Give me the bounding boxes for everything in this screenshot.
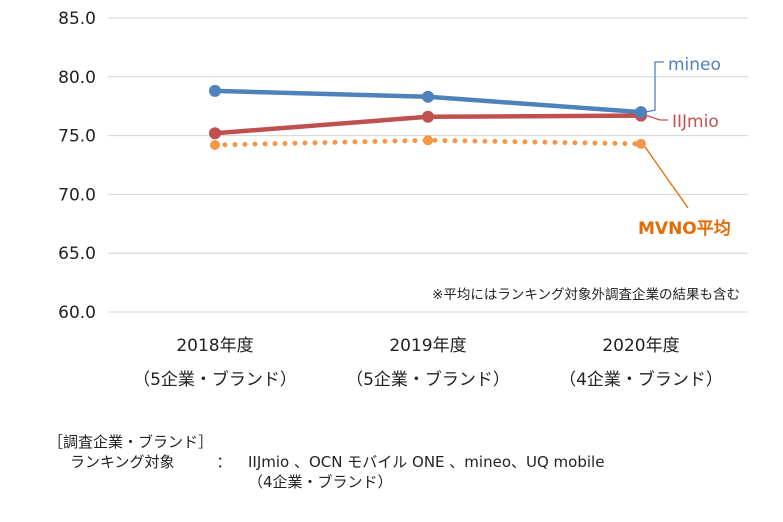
- series-1: [209, 109, 647, 140]
- footer-value-sub: （4企業・ブランド）: [248, 473, 393, 491]
- y-tick-label: 60.0: [58, 303, 96, 323]
- y-tick-label: 70.0: [58, 185, 96, 205]
- label-leader-line: [644, 146, 689, 209]
- footer-row: ランキング対象 ： IIJmio 、OCN モバイル ONE 、mineo、UQ…: [48, 452, 748, 472]
- line-chart: 85.0 80.0 75.0 70.0 65.0 60.0 2018年度 （5企業・ブランド…: [58, 9, 748, 390]
- data-point: [636, 138, 646, 149]
- data-point: [422, 90, 434, 103]
- x-tick-label: 2019年度: [389, 336, 466, 356]
- label-leader-line: [644, 61, 664, 113]
- data-point: [422, 110, 434, 123]
- x-tick-label: （5企業・ブランド）: [133, 369, 297, 390]
- chart-annotation: ※平均にはランキング対象外調査企業の結果も含む: [432, 286, 740, 303]
- footer-colon: ：: [216, 453, 232, 471]
- footer-notes: ［調査企業・ブランド］ ランキング対象 ： IIJmio 、OCN モバイル O…: [48, 432, 748, 492]
- data-point: [210, 140, 220, 151]
- footer-value: IIJmio 、OCN モバイル ONE 、mineo、UQ mobile: [248, 453, 605, 471]
- label-leader-line: [646, 114, 668, 121]
- series-labels: mineo IIJmio MVNO平均: [638, 55, 731, 239]
- data-point: [209, 127, 221, 140]
- footer-label: ランキング対象: [70, 453, 175, 471]
- y-tick-label: 85.0: [58, 9, 96, 29]
- series-line: [212, 137, 644, 148]
- x-axis-labels: 2018年度 （5企業・ブランド） 2019年度 （5企業・ブランド） 2020年度 （4…: [133, 336, 723, 390]
- series-lines: [209, 84, 647, 151]
- data-point: [423, 135, 433, 146]
- gridlines: [108, 17, 748, 313]
- x-tick-label: （5企業・ブランド）: [346, 369, 510, 390]
- y-tick-label: 80.0: [58, 68, 96, 88]
- y-tick-label: 75.0: [58, 127, 96, 147]
- data-point: [635, 106, 647, 119]
- y-tick-label: 65.0: [58, 244, 96, 264]
- series-label: mineo: [668, 55, 721, 75]
- series-label: IIJmio: [672, 112, 719, 132]
- y-axis-ticks: 85.0 80.0 75.0 70.0 65.0 60.0: [58, 9, 96, 323]
- series-label: MVNO平均: [638, 218, 731, 239]
- x-tick-label: 2018年度: [176, 336, 253, 356]
- x-tick-label: 2020年度: [602, 336, 679, 356]
- data-point: [209, 84, 221, 97]
- series-0: [209, 84, 647, 119]
- x-tick-label: （4企業・ブランド）: [559, 369, 723, 390]
- series-2: [210, 135, 646, 151]
- footer-heading: ［調査企業・ブランド］: [48, 433, 214, 451]
